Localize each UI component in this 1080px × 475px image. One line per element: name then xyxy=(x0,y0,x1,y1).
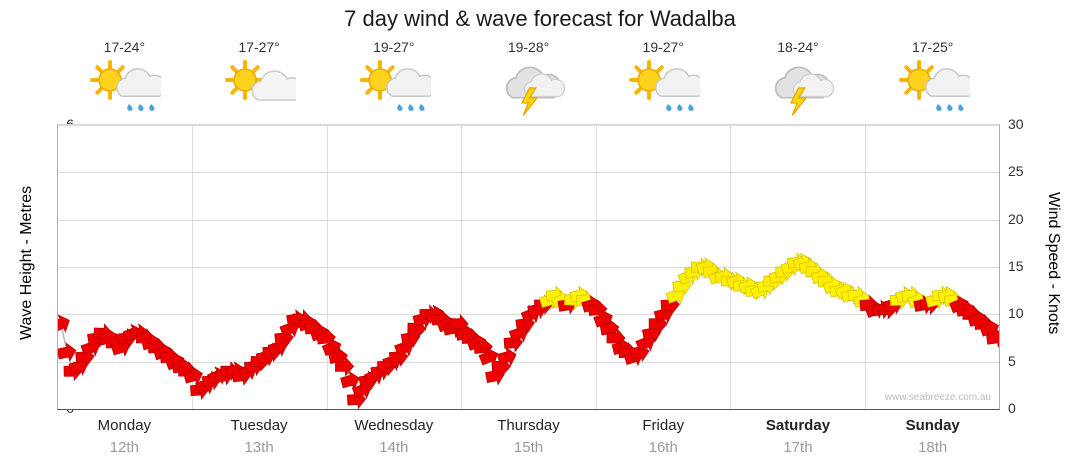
temperature-range: 18-24° xyxy=(777,39,819,55)
day-name: Monday xyxy=(97,417,152,434)
wind-arrow xyxy=(335,356,355,377)
day-date: 12th xyxy=(109,439,139,456)
day-separator xyxy=(192,125,193,409)
wind-arrow xyxy=(985,327,999,348)
wind-arrow xyxy=(183,366,203,386)
day-date: 18th xyxy=(918,439,948,456)
day-footer: Saturday 17th xyxy=(731,415,866,471)
day-header-strip: 17-24° 17-27° 19-27° 19-28° 19-27° 18-24… xyxy=(57,38,1000,120)
gridline xyxy=(58,125,999,126)
sun-cloud-rain-icon xyxy=(596,58,731,116)
day-footer-strip: Monday 12th Tuesday 13th Wednesday 14th … xyxy=(57,415,1000,471)
day-footer: Tuesday 13th xyxy=(192,415,327,471)
day-separator xyxy=(596,125,597,409)
day-date: 16th xyxy=(648,439,678,456)
day-header: 19-27° xyxy=(326,38,461,120)
gridline xyxy=(58,361,999,363)
day-header: 18-24° xyxy=(731,38,866,120)
y-axis-tick-right: 30 xyxy=(1008,116,1024,132)
temperature-range: 19-27° xyxy=(373,39,415,55)
day-name: Wednesday xyxy=(354,417,434,434)
wind-arrow xyxy=(478,347,499,366)
sun-cloud-rain-icon xyxy=(57,58,192,116)
day-footer: Sunday 18th xyxy=(865,415,1000,471)
watermark: www.seabreeze.com.au xyxy=(884,392,991,403)
day-footer: Friday 16th xyxy=(596,415,731,471)
sun-cloud-icon xyxy=(192,58,327,116)
day-name: Tuesday xyxy=(230,417,288,434)
day-header: 19-27° xyxy=(596,38,731,120)
day-date: 15th xyxy=(513,439,544,456)
sun-cloud-rain-icon xyxy=(865,58,1000,116)
day-header: 17-27° xyxy=(192,38,327,120)
day-separator xyxy=(461,125,462,409)
temperature-range: 19-28° xyxy=(507,39,550,55)
gridline xyxy=(58,172,999,174)
temperature-range: 17-27° xyxy=(238,39,280,55)
wind-arrow xyxy=(496,347,517,367)
day-header: 19-28° xyxy=(461,38,596,120)
gridline xyxy=(58,219,999,221)
wind-arrow xyxy=(340,370,360,391)
day-date: 17th xyxy=(783,439,813,456)
day-footer: Monday 12th xyxy=(57,415,192,471)
y-axis-tick-right: 10 xyxy=(1008,305,1024,322)
y-axis-tick-right: 25 xyxy=(1008,163,1024,180)
day-date: 13th xyxy=(244,439,274,456)
cloud-lightning-icon xyxy=(461,58,596,116)
gridline xyxy=(58,267,999,268)
wind-arrow xyxy=(58,314,70,333)
right-axis-title: Wind Speed - Knots xyxy=(1045,192,1062,335)
day-name: Saturday xyxy=(765,417,831,434)
day-footer: Thursday 15th xyxy=(461,415,596,471)
day-header: 17-25° xyxy=(865,38,1000,120)
temperature-range: 17-24° xyxy=(103,39,146,55)
plot-area: www.seabreeze.com.au xyxy=(57,124,1000,410)
cloud-lightning-icon xyxy=(731,58,866,116)
wind-arrow-series xyxy=(58,252,999,409)
day-footer: Wednesday 14th xyxy=(326,415,461,471)
y-axis-tick-right: 5 xyxy=(1008,352,1016,369)
y-axis-tick-right: 15 xyxy=(1008,258,1024,274)
day-separator xyxy=(730,125,731,409)
temperature-range: 17-25° xyxy=(911,39,954,55)
day-name: Thursday xyxy=(497,417,560,434)
day-name: Friday xyxy=(642,417,685,434)
day-separator xyxy=(865,125,866,409)
sun-cloud-rain-icon xyxy=(326,58,461,116)
y-axis-tick-right: 20 xyxy=(1008,210,1024,227)
wind-arrow xyxy=(58,342,77,362)
page-title: 7 day wind & wave forecast for Wadalba xyxy=(344,6,736,31)
day-header: 17-24° xyxy=(57,38,192,120)
day-separator xyxy=(327,125,328,409)
y-axis-tick-right: 0 xyxy=(1008,400,1016,416)
day-date: 14th xyxy=(379,439,409,456)
temperature-range: 19-27° xyxy=(642,39,684,55)
day-name: Sunday xyxy=(905,417,960,434)
